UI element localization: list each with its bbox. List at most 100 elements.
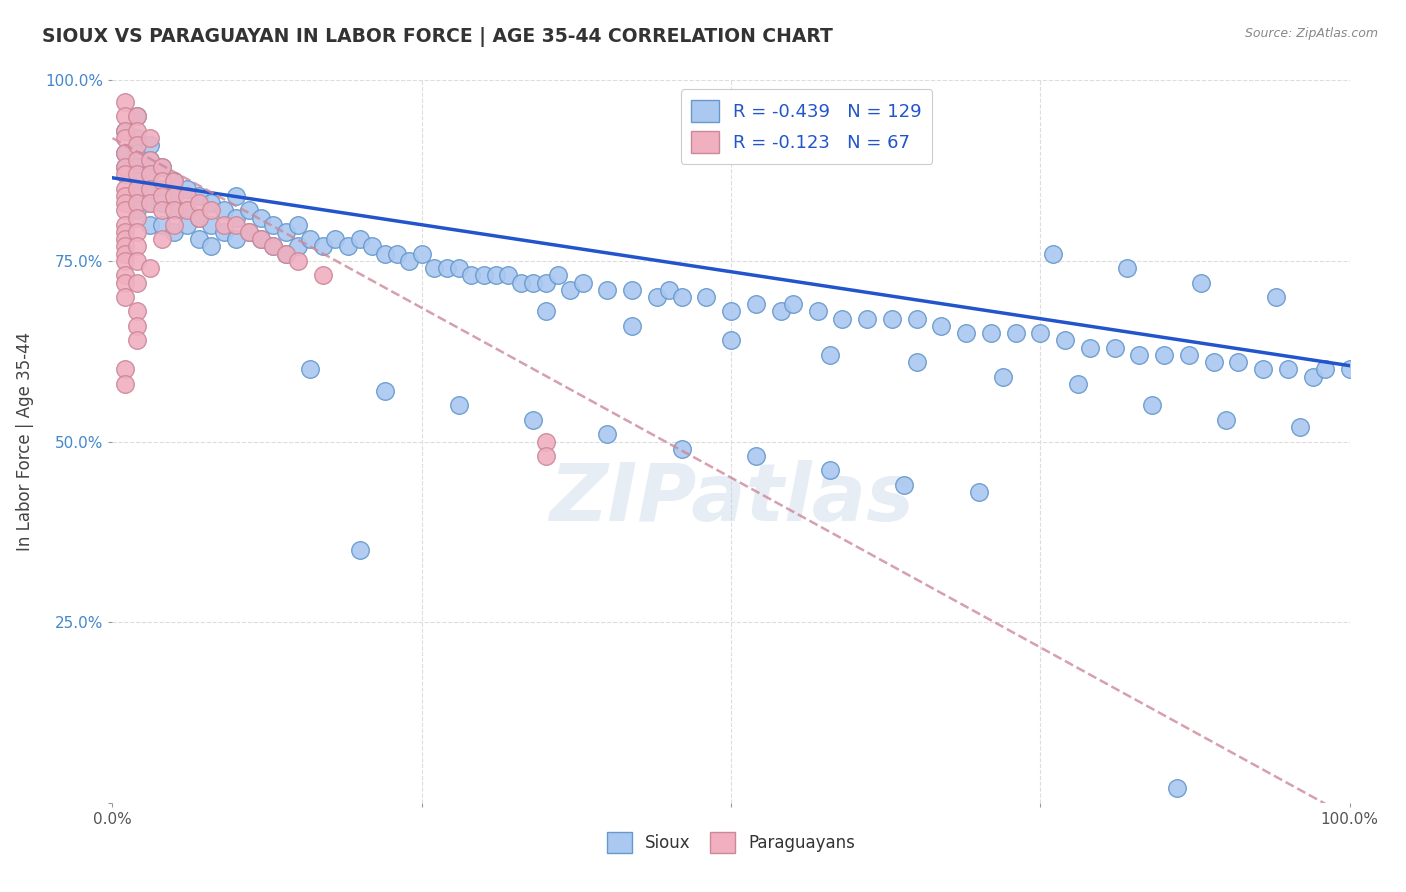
Point (138, 138, 160, 153)
Point (560, 283, 582, 297)
Point (336, 239, 359, 253)
Point (114, 239, 136, 253)
Point (138, 196, 160, 211)
Point (1251, 362, 1274, 376)
Point (127, 167, 149, 181)
Point (127, 153, 149, 167)
Point (114, 95, 136, 109)
Point (114, 160, 136, 174)
Point (1116, 261, 1139, 276)
Point (361, 239, 384, 253)
Point (150, 182, 173, 196)
Point (374, 384, 396, 398)
Point (274, 246, 297, 260)
Point (745, 297, 768, 311)
Point (1140, 398, 1163, 412)
Point (1078, 341, 1101, 355)
Point (621, 318, 644, 333)
Point (188, 211, 211, 225)
Point (114, 124, 136, 138)
Point (818, 348, 841, 362)
Point (262, 218, 284, 232)
Point (188, 211, 211, 225)
Point (127, 304, 149, 318)
Point (138, 153, 160, 167)
Point (138, 153, 160, 167)
Point (411, 246, 433, 260)
Point (127, 318, 149, 333)
Point (274, 225, 297, 239)
Point (212, 218, 235, 232)
Point (114, 196, 136, 211)
Point (238, 203, 260, 218)
Point (522, 276, 544, 290)
Point (695, 290, 717, 304)
Point (127, 334, 149, 348)
Point (447, 261, 470, 276)
Point (299, 362, 322, 376)
Point (671, 290, 693, 304)
Point (200, 239, 222, 253)
Point (423, 261, 446, 276)
Point (349, 542, 371, 557)
Point (262, 239, 284, 253)
Point (447, 398, 470, 412)
Point (1029, 326, 1052, 340)
Point (522, 413, 544, 427)
Point (905, 355, 928, 369)
Point (225, 189, 247, 203)
Point (188, 189, 211, 203)
Point (238, 225, 260, 239)
Point (127, 203, 149, 218)
Point (138, 131, 160, 145)
Point (200, 203, 222, 218)
Point (658, 283, 681, 297)
Point (831, 311, 853, 326)
Point (114, 253, 136, 268)
Point (114, 232, 136, 246)
Point (212, 225, 235, 239)
Point (287, 218, 309, 232)
Point (349, 232, 371, 246)
Point (250, 232, 273, 246)
Point (621, 283, 644, 297)
Point (225, 232, 247, 246)
Point (323, 232, 346, 246)
Point (436, 261, 458, 276)
Point (274, 246, 297, 260)
Point (163, 189, 186, 203)
Point (547, 268, 569, 283)
Point (645, 290, 668, 304)
Point (398, 253, 420, 268)
Point (127, 196, 149, 211)
Point (818, 463, 841, 477)
Point (127, 211, 149, 225)
Point (893, 478, 915, 492)
Point (176, 218, 198, 232)
Point (1166, 781, 1188, 796)
Point (163, 218, 186, 232)
Point (571, 276, 593, 290)
Point (150, 174, 173, 188)
Point (114, 145, 136, 160)
Point (671, 442, 693, 456)
Point (1004, 326, 1026, 340)
Point (127, 160, 149, 174)
Point (1128, 348, 1150, 362)
Point (262, 239, 284, 253)
Text: ZIPatlas: ZIPatlas (548, 460, 914, 539)
Point (1189, 276, 1212, 290)
Point (176, 203, 198, 218)
Point (114, 160, 136, 174)
Point (163, 174, 186, 188)
Point (485, 268, 508, 283)
Point (1054, 334, 1077, 348)
Point (150, 160, 173, 174)
Point (225, 211, 247, 225)
Point (807, 304, 830, 318)
Point (114, 276, 136, 290)
Point (287, 253, 309, 268)
Point (138, 196, 160, 211)
Point (127, 110, 149, 124)
Point (114, 362, 136, 376)
